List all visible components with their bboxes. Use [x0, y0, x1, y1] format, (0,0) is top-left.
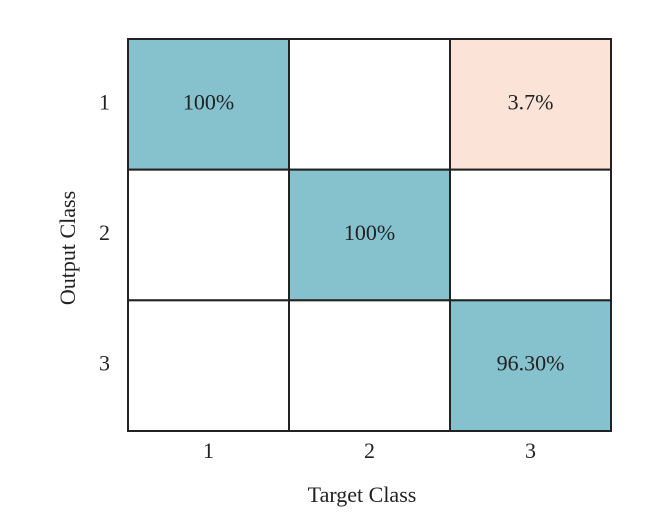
y-tick-label: 3: [99, 351, 110, 376]
cell: [288, 299, 451, 433]
y-tick-label: 2: [99, 220, 110, 245]
x-axis-label: Target Class: [308, 482, 417, 507]
cell: [449, 299, 612, 433]
x-tick-label: 3: [525, 438, 536, 463]
cell: [449, 38, 612, 171]
cell-label: 100%: [344, 220, 395, 245]
cell: [127, 168, 290, 302]
cell-label: 3.7%: [508, 89, 554, 114]
cell-label: 96.30%: [497, 351, 565, 376]
cell: [288, 168, 451, 302]
cell: [127, 38, 290, 171]
x-tick-label: 2: [364, 438, 375, 463]
y-tick-label: 1: [99, 89, 110, 114]
y-axis-label: Output Class: [55, 191, 80, 305]
x-tick-label: 1: [203, 438, 214, 463]
cell: [288, 38, 451, 171]
cell: [127, 299, 290, 433]
cell: [449, 168, 612, 302]
cell-label: 100%: [183, 89, 234, 114]
